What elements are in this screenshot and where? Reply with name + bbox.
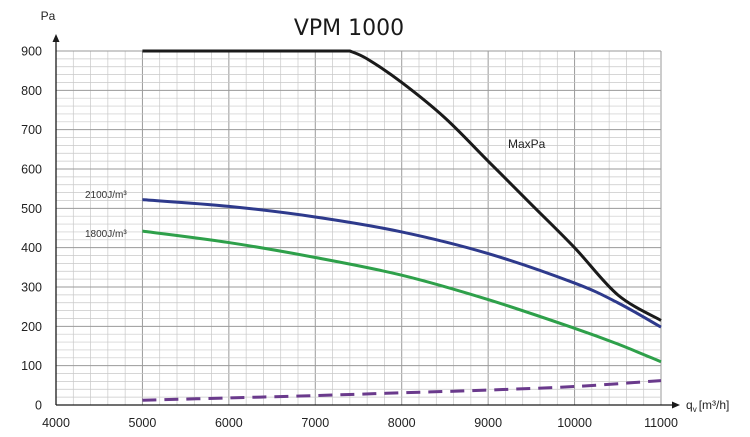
y-tick-label: 900: [21, 45, 42, 59]
series-label-2100: 2100J/m³: [85, 190, 127, 201]
chart-title: VPM 1000: [294, 16, 404, 41]
x-axis-label: qv [m³/h]: [686, 398, 729, 414]
y-tick-label: 0: [35, 399, 42, 413]
x-tick-label: 5000: [129, 416, 157, 430]
x-axis-arrow: [672, 401, 680, 409]
chart-axes: [52, 34, 680, 409]
x-tick-label: 4000: [42, 416, 70, 430]
series-label-maxpa: MaxPa: [508, 137, 546, 151]
series-line: [142, 198, 662, 329]
chart-series-labels: MaxPa 2100J/m³ 1800J/m³: [85, 137, 546, 240]
series-label-1800: 1800J/m³: [85, 229, 127, 240]
x-tick-label: 6000: [215, 416, 243, 430]
x-axis-label-unit: [m³/h]: [699, 398, 730, 412]
x-tick-label: 8000: [388, 416, 416, 430]
y-tick-label: 400: [21, 241, 42, 255]
x-axis-label-q: q: [686, 398, 693, 412]
y-axis-label: Pa: [41, 9, 56, 23]
x-tick-label: 10000: [557, 416, 592, 430]
chart-grid: [55, 50, 662, 406]
series-line: [142, 229, 662, 364]
y-tick-label: 800: [21, 84, 42, 98]
x-tick-label: 11000: [644, 416, 678, 430]
chart-tick-labels: 0 100 200 300 400 500 600 700 800 900 4000 5000 6000…: [21, 45, 678, 431]
y-axis-arrow: [52, 34, 60, 42]
y-tick-label: 300: [21, 281, 42, 295]
y-tick-label: 600: [21, 163, 42, 177]
y-tick-label: 700: [21, 123, 42, 137]
series-line: [142, 49, 662, 322]
y-tick-label: 100: [21, 359, 42, 373]
x-tick-label: 9000: [474, 416, 502, 430]
y-tick-label: 500: [21, 202, 42, 216]
x-axis-label-subscript: v: [693, 405, 697, 414]
y-tick-label: 200: [21, 320, 42, 334]
x-tick-label: 7000: [301, 416, 329, 430]
chart-series: [142, 49, 662, 402]
